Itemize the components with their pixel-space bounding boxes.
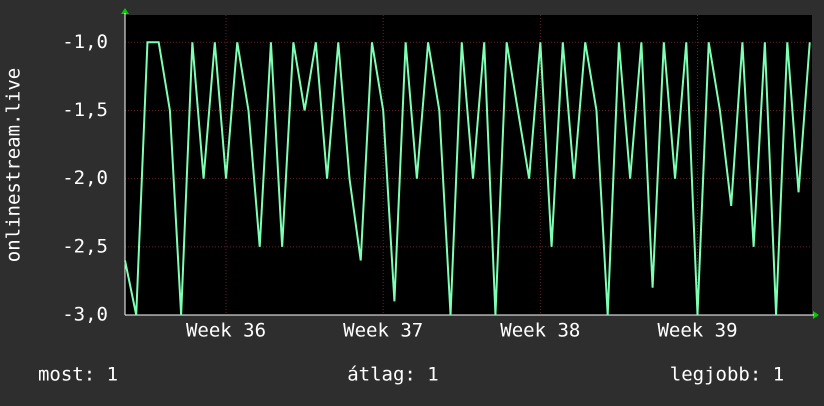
x-tick-label: Week 38: [500, 320, 580, 342]
axis-arrow: [813, 311, 819, 319]
x-tick-label: Week 39: [657, 320, 737, 342]
y-tick-label: -1,0: [62, 31, 108, 53]
y-tick-label: -2,0: [62, 167, 108, 189]
x-tick-label: Week 36: [186, 320, 266, 342]
x-tick-label: Week 37: [343, 320, 423, 342]
y-tick-label: -1,5: [62, 99, 108, 121]
footer-stat: most: 1: [38, 364, 118, 386]
y-axis-label: onlinestream.live: [3, 68, 25, 262]
axis-arrow: [121, 8, 129, 14]
footer-stat: átlag: 1: [347, 364, 439, 386]
footer-stat: legjobb: 1: [670, 364, 784, 386]
data-line: [124, 41, 811, 316]
y-tick-label: -2,5: [62, 235, 108, 257]
y-tick-label: -3,0: [62, 304, 108, 326]
